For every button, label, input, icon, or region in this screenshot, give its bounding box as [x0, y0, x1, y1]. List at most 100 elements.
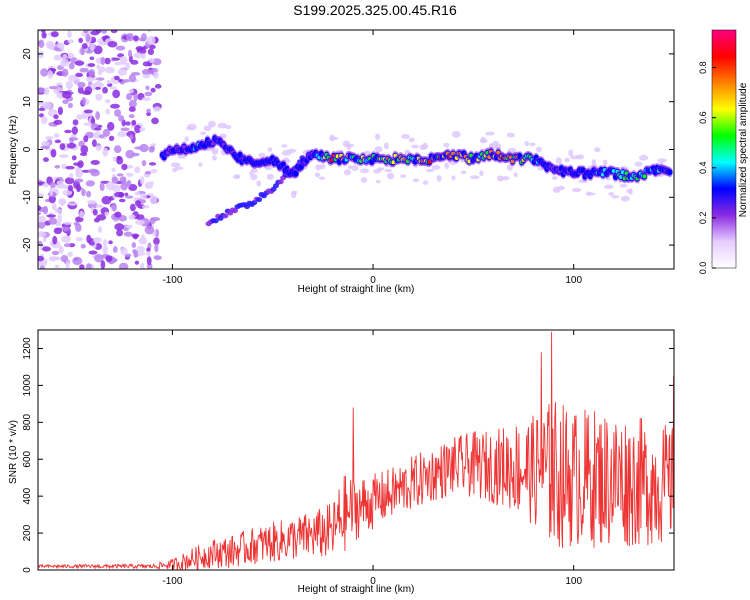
noise-speckle	[115, 45, 126, 51]
noise-speckle	[118, 198, 126, 203]
halo-speckle	[425, 168, 435, 173]
noise-speckle	[141, 97, 152, 102]
noise-speckle	[134, 166, 141, 174]
noise-speckle	[95, 204, 103, 208]
noise-speckle	[46, 214, 57, 218]
halo-speckle	[346, 144, 352, 151]
noise-speckle	[99, 182, 105, 192]
noise-speckle	[81, 169, 91, 173]
noise-speckle	[94, 83, 105, 87]
noise-speckle	[68, 243, 76, 248]
halo-speckle	[611, 195, 620, 199]
noise-speckle	[148, 58, 155, 64]
noise-speckle	[84, 86, 93, 95]
noise-speckle	[125, 62, 131, 70]
noise-speckle	[105, 181, 115, 191]
noise-speckle	[93, 237, 102, 244]
noise-speckle	[50, 31, 59, 38]
spur-blob	[277, 179, 284, 185]
snr-y-tick-label: 800	[22, 414, 33, 431]
noise-speckle	[128, 99, 137, 109]
noise-speckle	[131, 242, 137, 249]
noise-speckle	[66, 142, 77, 149]
halo-speckle	[211, 155, 218, 161]
noise-speckle	[96, 77, 105, 81]
noise-speckle	[54, 139, 62, 144]
noise-speckle	[108, 240, 113, 245]
halo-speckle	[170, 162, 181, 168]
noise-speckle	[149, 195, 158, 205]
noise-speckle	[133, 93, 138, 102]
noise-speckle	[67, 202, 78, 206]
noise-speckle	[38, 107, 46, 111]
noise-speckle	[102, 128, 111, 137]
noise-speckle	[75, 178, 84, 183]
snr-x-tick-label: 0	[370, 576, 376, 587]
noise-speckle	[96, 145, 103, 149]
noise-speckle	[38, 113, 44, 118]
halo-speckle	[469, 175, 480, 180]
halo-speckle	[419, 144, 427, 150]
noise-speckle	[38, 193, 44, 198]
halo-speckle	[375, 133, 381, 141]
noise-speckle	[114, 211, 122, 218]
noise-speckle	[79, 67, 89, 73]
noise-speckle	[49, 181, 56, 189]
noise-speckle	[53, 133, 60, 138]
noise-speckle	[54, 164, 61, 169]
noise-speckle	[107, 121, 115, 131]
noise-speckle	[112, 246, 118, 253]
noise-speckle	[117, 131, 127, 138]
noise-speckle	[50, 149, 57, 158]
noise-speckle	[100, 56, 106, 66]
halo-speckle	[360, 177, 368, 183]
noise-speckle	[126, 32, 134, 42]
noise-speckle	[98, 134, 105, 139]
noise-speckle	[75, 237, 83, 242]
noise-speckle	[94, 127, 102, 131]
noise-speckle	[61, 235, 71, 243]
halo-speckle	[401, 133, 410, 140]
noise-speckle	[131, 119, 137, 126]
noise-speckle	[106, 79, 111, 85]
noise-speckle	[38, 211, 42, 216]
noise-speckle	[42, 236, 47, 243]
noise-speckle	[90, 30, 100, 36]
noise-speckle	[139, 143, 149, 153]
noise-speckle	[112, 57, 120, 61]
halo-speckle	[657, 158, 668, 163]
halo-speckle	[552, 186, 561, 193]
noise-speckle	[80, 145, 89, 154]
noise-speckle	[96, 64, 101, 70]
noise-speckle	[153, 255, 162, 261]
noise-speckle	[39, 265, 45, 269]
noise-speckle	[154, 84, 162, 89]
halo-speckle	[604, 184, 614, 189]
noise-speckle	[38, 221, 46, 229]
noise-speckle	[41, 30, 46, 34]
halo-speckle	[319, 163, 326, 170]
halo-speckle	[594, 147, 601, 153]
spectrogram-ylabel: Frequency (Hz)	[8, 116, 19, 185]
snr-x-tick-label: 100	[565, 576, 582, 587]
noise-speckle	[126, 172, 134, 177]
noise-speckle	[114, 223, 125, 231]
chart-title: S199.2025.325.00.45.R16	[293, 2, 457, 18]
noise-speckle	[38, 261, 43, 267]
spectrogram-marks	[38, 30, 673, 269]
halo-speckle	[436, 175, 442, 182]
noise-speckle	[96, 214, 107, 221]
noise-speckle	[100, 260, 106, 269]
noise-speckle	[133, 249, 139, 258]
halo-speckle	[235, 174, 240, 179]
snr-marks	[38, 331, 674, 570]
noise-speckle	[150, 168, 158, 174]
noise-speckle	[102, 147, 109, 157]
halo-speckle	[571, 187, 582, 193]
noise-speckle	[86, 76, 95, 83]
noise-speckle	[97, 38, 104, 44]
noise-speckle	[54, 264, 60, 269]
noise-speckle	[97, 225, 103, 234]
halo-speckle	[258, 152, 266, 158]
